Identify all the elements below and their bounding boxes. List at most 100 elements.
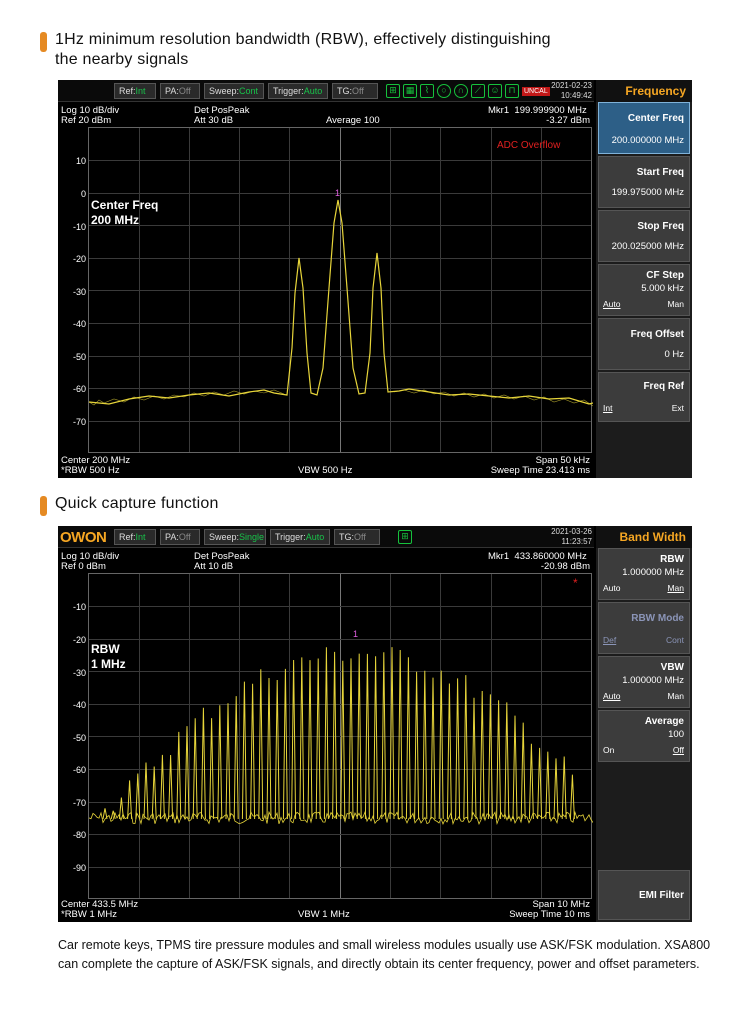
uncal-badge: UNCAL (522, 86, 550, 96)
rbw-softkey[interactable]: RBW 1.000000 MHz Auto Man (598, 548, 690, 600)
analyzer-screen-2: OWON Ref:Int PA:Off Sweep:Single Trigger… (58, 526, 692, 922)
ref-button[interactable]: Ref:Int (114, 529, 156, 545)
freq-ref-softkey[interactable]: Freq Ref Int Ext (598, 372, 690, 422)
marker-readout: Mkr1 199.999900 MHz (488, 105, 587, 116)
average-label: Average 100 (326, 115, 380, 126)
ref-level-label: Ref 0 dBm (61, 561, 106, 572)
marker-readout: Mkr1 433.860000 MHz (488, 551, 587, 562)
y-tick: -40 (72, 319, 86, 329)
sweep-button[interactable]: Sweep:Cont (204, 83, 264, 99)
y-tick: -70 (72, 798, 86, 808)
accent-bar (40, 32, 47, 52)
ref-button[interactable]: Ref:Int (114, 83, 156, 99)
section-title-text: Quick capture function (55, 495, 219, 512)
y-tick: -60 (72, 384, 86, 394)
y-tick: -20 (72, 635, 86, 645)
marker-1[interactable]: 1 (353, 629, 359, 639)
y-tick: -20 (72, 254, 86, 264)
cf-step-softkey[interactable]: CF Step 5.000 kHz Auto Man (598, 264, 690, 316)
vbw-softkey[interactable]: VBW 1.000000 MHz Auto Man (598, 656, 690, 708)
freq-offset-softkey[interactable]: Freq Offset 0 Hz (598, 318, 690, 370)
y-tick: -10 (72, 602, 86, 612)
scale-label: Log 10 dB/div (61, 105, 120, 116)
span-label: Span 10 MHz (532, 899, 590, 910)
start-freq-softkey[interactable]: Start Freq 199.975000 MHz (598, 156, 690, 208)
rbw-overlay: RBW 1 MHz (91, 642, 126, 671)
trigger-button[interactable]: Trigger:Auto (268, 83, 328, 99)
pa-button[interactable]: PA:Off (160, 529, 200, 545)
search-icon: ○ (437, 84, 451, 98)
average-softkey[interactable]: Average 100 On Off (598, 710, 690, 762)
scale-label: Log 10 dB/div (61, 551, 120, 562)
pa-button[interactable]: PA:Off (160, 83, 200, 99)
trigger-button[interactable]: Trigger:Auto (270, 529, 330, 545)
tg-button[interactable]: TG:Off (334, 529, 380, 545)
network-icon: ⊞ (398, 530, 412, 544)
grid-icon: ▦ (403, 84, 417, 98)
softkey-panel: Frequency Center Freq 200.000000 MHz Sta… (596, 80, 692, 478)
softkey-panel: Band Width RBW 1.000000 MHz Auto Man RBW… (596, 526, 692, 922)
vbw-label: VBW 1 MHz (298, 909, 350, 920)
datetime: 2021-03-26 11:23:57 (551, 527, 592, 547)
section-title-2: Quick capture function (40, 494, 219, 516)
stop-freq-softkey[interactable]: Stop Freq 200.025000 MHz (598, 210, 690, 262)
sweep-button[interactable]: Sweep:Single (204, 529, 266, 545)
section-title-line1: 1Hz minimum resolution bandwidth (RBW), … (55, 31, 551, 48)
attenuation-label: Att 10 dB (194, 561, 234, 572)
sweep-time-label: Sweep Time 23.413 ms (490, 465, 590, 476)
datetime: 2021-02-23 10:49:42 (551, 81, 592, 101)
center-label: Center 433.5 MHz (61, 899, 139, 910)
center-freq-overlay: Center Freq 200 MHz (91, 198, 159, 227)
marker-1[interactable]: 1 (335, 188, 341, 198)
y-tick: -10 (72, 222, 86, 232)
emi-filter-softkey[interactable]: EMI Filter (598, 870, 690, 920)
star-indicator: * (573, 576, 578, 590)
peak-icon: ⌇ (420, 84, 434, 98)
rbw-label: *RBW 1 MHz (61, 909, 117, 920)
trend-icon: ⟋ (471, 84, 485, 98)
accent-bar (40, 496, 47, 516)
rbw-label: *RBW 500 Hz (61, 465, 120, 476)
description-text: Car remote keys, TPMS tire pressure modu… (58, 938, 711, 971)
tg-button[interactable]: TG:Off (332, 83, 378, 99)
y-tick: -70 (72, 417, 86, 427)
spectrum-plot[interactable]: 1 * RBW 1 MHz (88, 573, 593, 899)
attenuation-label: Att 30 dB (194, 115, 234, 126)
center-label: Center 200 MHz (61, 455, 131, 466)
spectrum-plot[interactable]: 1 Center Freq 200 MHz ADC Overflow (88, 127, 593, 453)
date: 2021-03-26 (551, 527, 592, 536)
trace-1 (89, 199, 593, 407)
panel-title: Frequency (596, 80, 692, 102)
trace-2 (89, 647, 593, 826)
time: 10:49:42 (560, 91, 592, 100)
y-tick: -90 (72, 863, 86, 873)
y-tick: -50 (72, 733, 86, 743)
y-tick: -60 (72, 765, 86, 775)
section-title-line2: the nearby signals (55, 51, 189, 68)
analyzer-screen-1: Ref:Int PA:Off Sweep:Cont Trigger:Auto T… (58, 80, 692, 478)
adc-overflow-warning: ADC Overflow (497, 140, 561, 151)
marker-level: -20.98 dBm (540, 561, 590, 572)
status-icons: ⊞ ▦ ⌇ ○ ∩ ⟋ ☺ ⊓ UNCAL (386, 83, 550, 99)
span-label: Span 50 kHz (535, 455, 590, 466)
network-icon: ⊞ (386, 84, 400, 98)
y-tick: -40 (72, 700, 86, 710)
section-title-1: 1Hz minimum resolution bandwidth (RBW), … (40, 30, 551, 70)
y-tick: 10 (75, 156, 86, 166)
sweep-time-label: Sweep Time 10 ms (509, 909, 590, 920)
loop-icon: ∩ (454, 84, 468, 98)
y-tick: -50 (72, 352, 86, 362)
rbw-mode-softkey[interactable]: RBW Mode Def Cont (598, 602, 690, 654)
marker-level: -3.27 dBm (546, 115, 590, 126)
owon-logo: OWON (60, 529, 107, 546)
y-tick: -30 (72, 668, 86, 678)
center-freq-softkey[interactable]: Center Freq 200.000000 MHz (598, 102, 690, 154)
y-tick: -80 (72, 830, 86, 840)
toolbar: Ref:Int PA:Off Sweep:Cont Trigger:Auto T… (58, 80, 594, 102)
vbw-label: VBW 500 Hz (298, 465, 353, 476)
date: 2021-02-23 (551, 81, 592, 90)
detector-label: Det PosPeak (194, 551, 250, 562)
toolbar: OWON Ref:Int PA:Off Sweep:Single Trigger… (58, 526, 594, 548)
time: 11:23:57 (561, 537, 592, 546)
status-icons: ⊞ (398, 529, 412, 545)
